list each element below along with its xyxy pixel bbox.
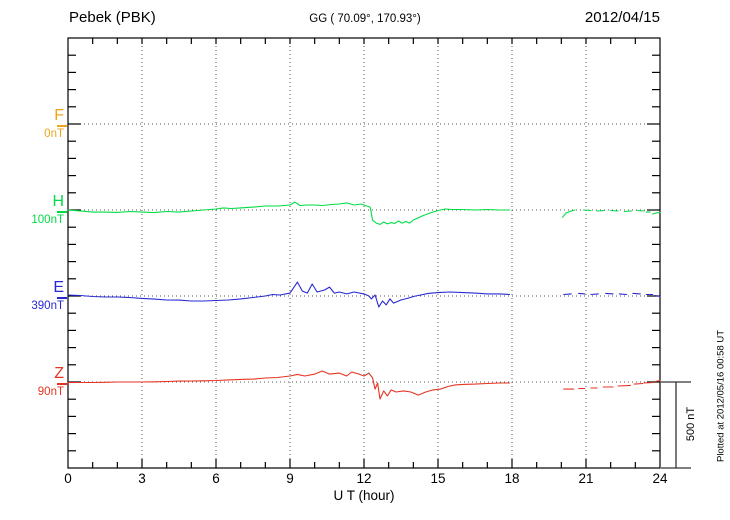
scale-bar-label: 500 nT — [685, 406, 697, 442]
x-tick-label-3: 3 — [138, 471, 146, 486]
trace-Z-seg0 — [67, 370, 511, 400]
component-label-H: H 100nT — [2, 193, 64, 226]
trace-E-seg5 — [618, 293, 628, 296]
component-letter-Z: Z — [54, 365, 64, 382]
x-tick-label-0: 0 — [64, 471, 72, 486]
trace-H-seg1 — [562, 209, 576, 218]
x-axis-label: U T (hour) — [333, 488, 395, 503]
x-tick-label-21: 21 — [578, 471, 593, 486]
component-letter-E: E — [53, 279, 64, 296]
trace-E-seg8 — [654, 294, 661, 298]
x-tick-label-9: 9 — [286, 471, 294, 486]
plot-date: 2012/04/15 — [584, 9, 660, 26]
trace-H-seg0 — [67, 201, 511, 225]
trace-H-seg4 — [610, 209, 619, 212]
geographic-coords-label: GG ( 70.09°, 170.93°) — [309, 13, 421, 25]
trace-Z-seg6 — [633, 382, 644, 385]
x-tick-label-12: 12 — [356, 471, 371, 486]
trace-E-seg3 — [590, 293, 599, 296]
x-tick-label-24: 24 — [652, 471, 668, 486]
trace-H-seg5 — [623, 210, 633, 213]
trace-Z-seg7 — [643, 381, 655, 384]
trace-E-seg0 — [67, 281, 511, 308]
x-tick-label-15: 15 — [430, 471, 445, 486]
trace-H-seg3 — [596, 209, 606, 212]
station-title: Pebek (PBK) — [69, 9, 156, 26]
trace-Z-seg5 — [617, 384, 631, 387]
trace-H-seg6 — [636, 209, 645, 212]
component-label-E: E 390nT — [2, 279, 64, 312]
x-tick-label-6: 6 — [212, 471, 220, 486]
trace-E-seg1 — [563, 293, 572, 296]
component-baseline-value-Z: 90nT — [37, 385, 64, 398]
trace-E-seg2 — [578, 292, 586, 295]
component-label-Z: Z 90nT — [2, 365, 64, 398]
trace-E-seg4 — [605, 292, 614, 295]
plotted-at-note: Plotted at 2012/05/16 00:58 UT — [715, 329, 727, 463]
component-letter-H: H — [52, 193, 64, 210]
component-letter-F: F — [54, 107, 64, 124]
trace-E-seg6 — [632, 292, 641, 295]
trace-H-seg2 — [582, 209, 592, 212]
component-baseline-value-H: 100nT — [31, 213, 64, 226]
x-tick-label-18: 18 — [504, 471, 519, 486]
trace-H-seg8 — [652, 211, 661, 215]
component-label-F: F 0nT — [2, 107, 64, 140]
component-baseline-value-F: 0nT — [44, 127, 64, 140]
trace-Z-seg8 — [654, 379, 661, 383]
component-baseline-value-E: 390nT — [31, 299, 64, 312]
